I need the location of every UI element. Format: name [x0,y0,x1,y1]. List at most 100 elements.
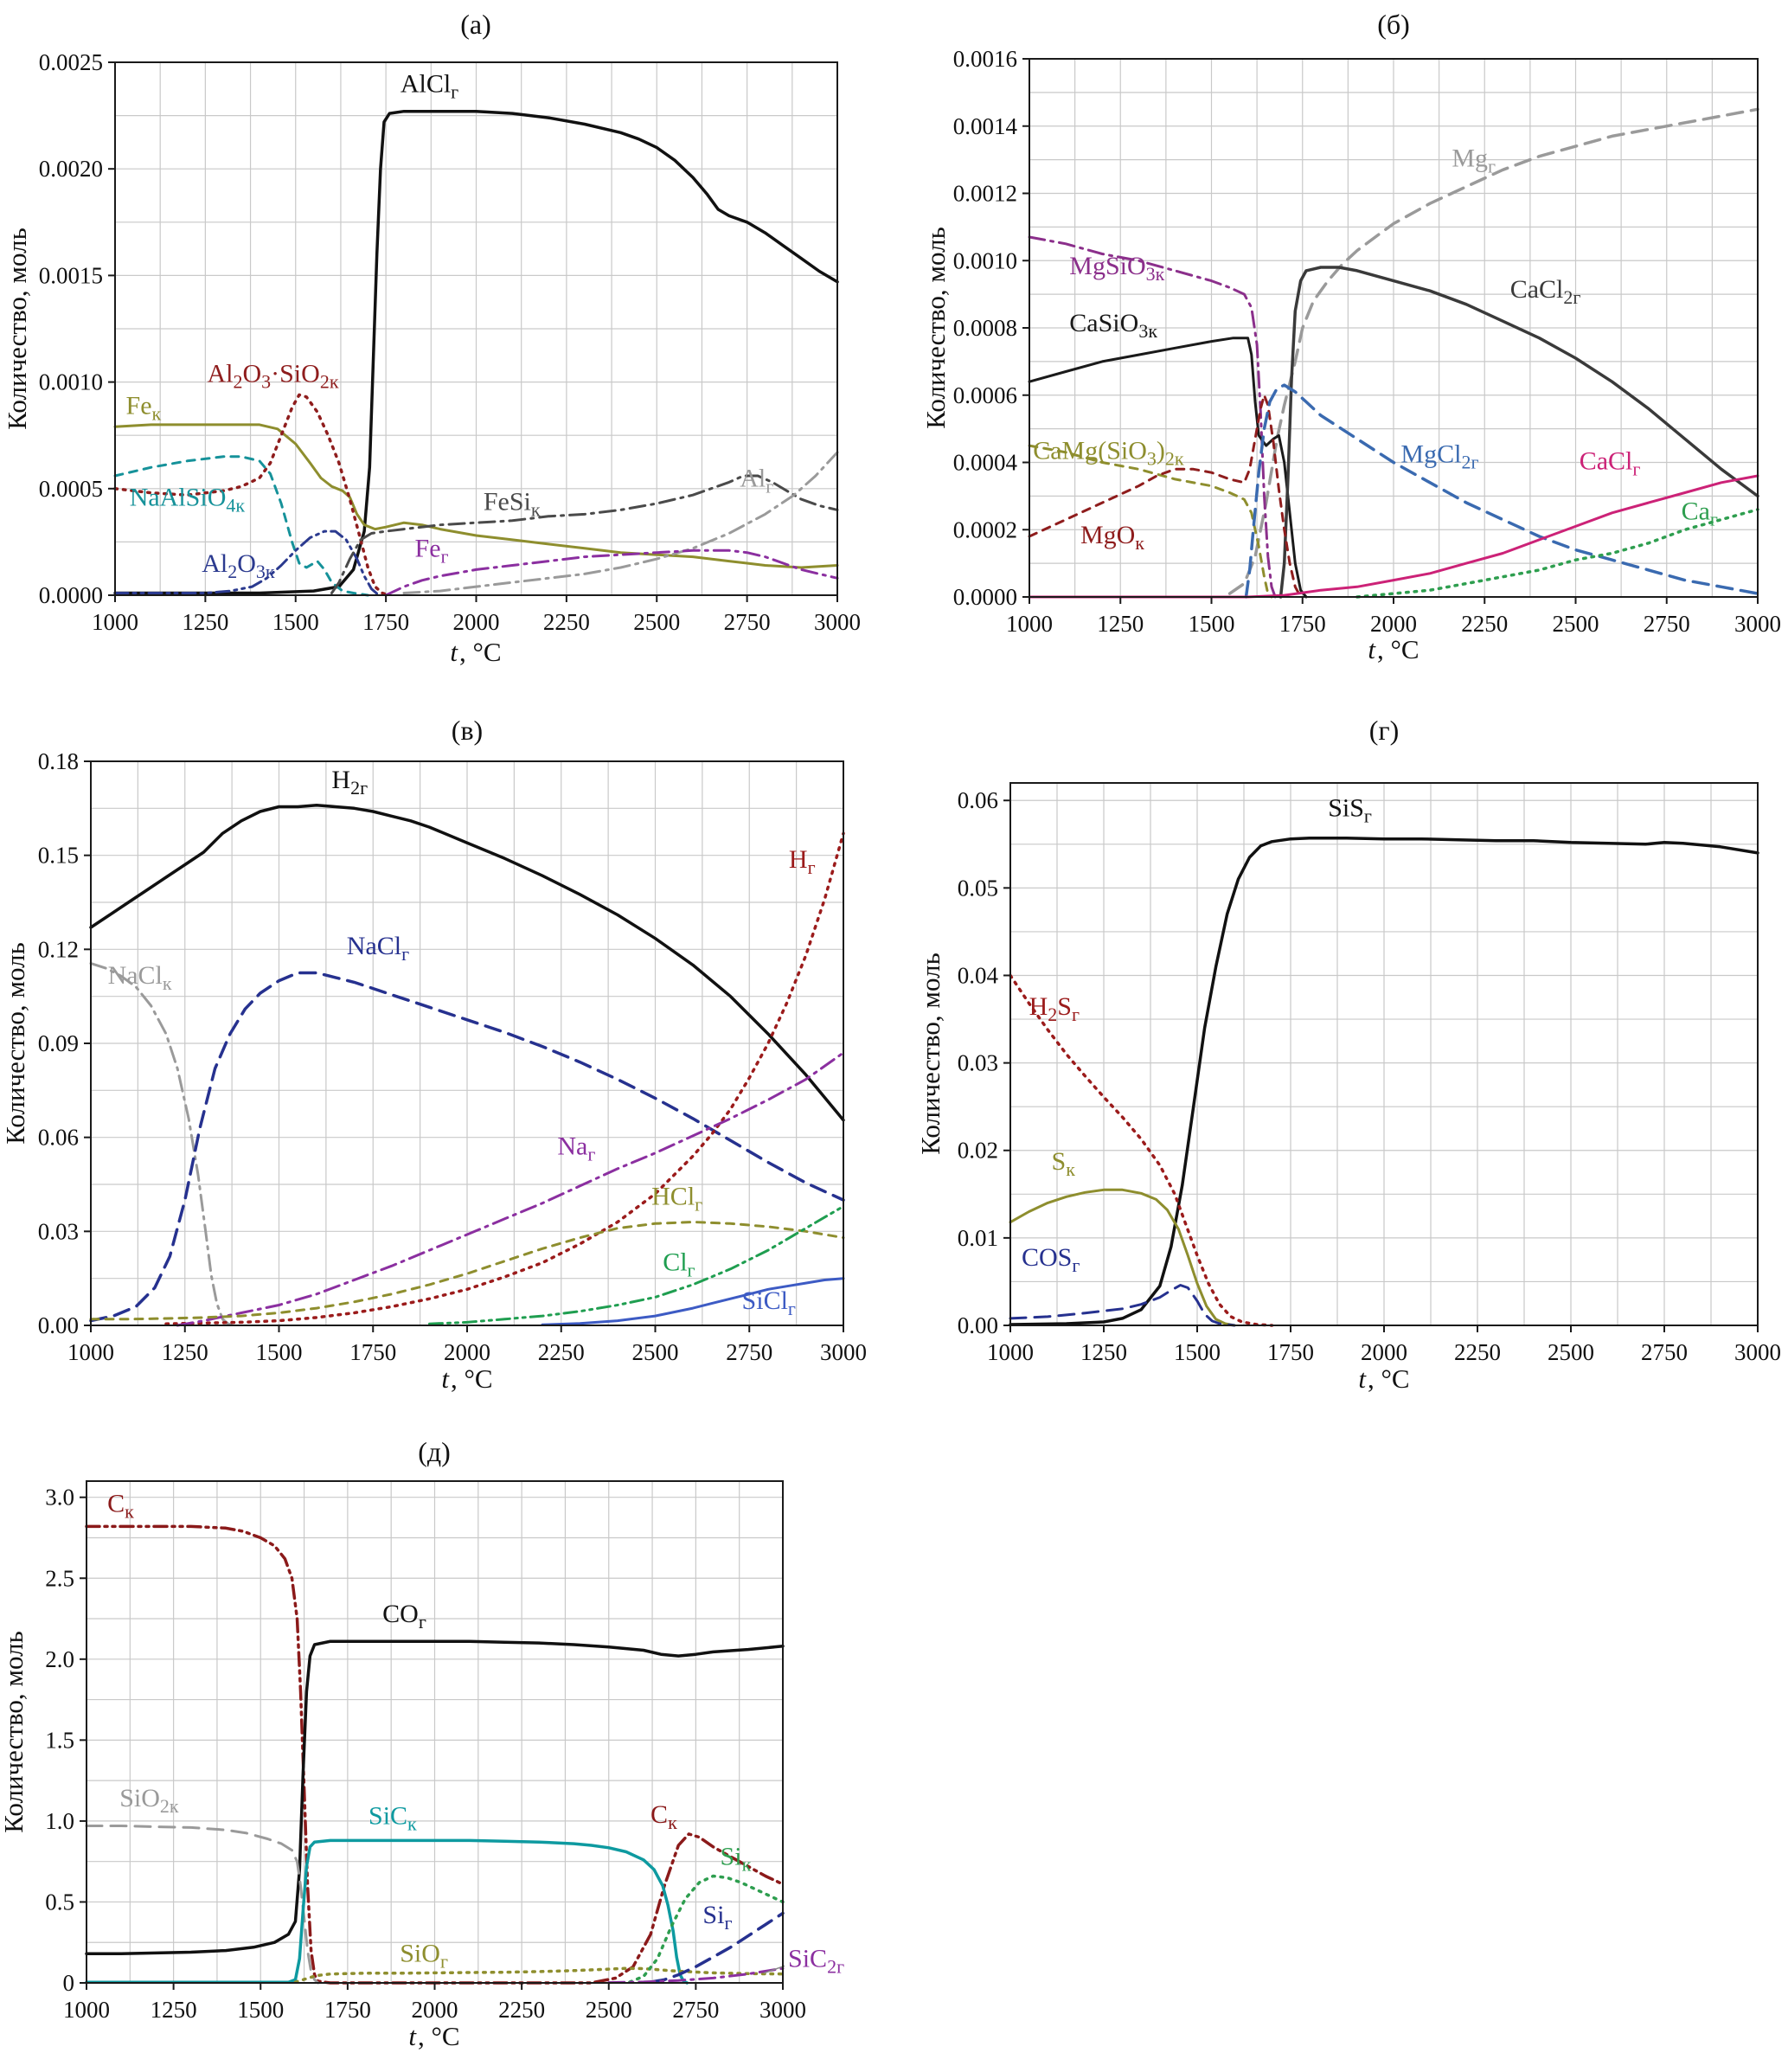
x-tick-label: 2500 [633,609,680,635]
panel-d-plot: 1000 1250 1500 1750 2000 2250 2500 2750 3000 0 0.5… [45,1480,844,2023]
series-h-g [164,831,845,1325]
grid [91,761,843,1325]
x-tick-label: 1750 [349,1339,396,1365]
series-label-na-g: Naг [557,1132,595,1165]
panel-g-xlabel: t, °C [1358,1363,1409,1395]
y-tick-label: 0 [63,1970,75,1996]
panel-b-plot: 1000 1250 1500 1750 2000 2250 2500 2750 3000 0.00… [953,46,1781,637]
x-tick-label: 1000 [1006,611,1053,637]
x-tick-label: 3000 [820,1339,867,1365]
x-tick-label: 1250 [1080,1339,1127,1365]
series-cacl2-g [1279,266,1759,599]
y-tick-label: 0.0014 [953,113,1018,139]
y-tick-label: 0.18 [38,748,79,774]
x-tick-label: 1500 [1174,1339,1221,1365]
x-tick-label: 1500 [256,1339,303,1365]
series-label-hcl-g: HClг [651,1183,702,1216]
y-tick-label: 0.04 [958,962,999,988]
y-tick-label: 0.0008 [953,315,1017,341]
grid [1029,59,1758,597]
axis-ticks [80,1496,784,1990]
series-label-c-k: Cк [107,1490,134,1523]
xlabel-units: , °C [1377,634,1420,664]
x-tick-label: 2750 [1641,1339,1688,1365]
y-tick-label: 3.0 [45,1485,74,1511]
x-tick-label: 2250 [498,1997,545,2023]
x-tick-label: 1000 [987,1339,1034,1365]
panel-v-title: (в) [451,715,484,746]
series-sic-k [85,1838,689,1985]
x-tick-label: 2750 [726,1339,772,1365]
y-tick-label: 0.03 [38,1218,79,1244]
series-si-g [649,1911,785,1984]
panel-d-xlabel: t, °C [408,2021,459,2052]
x-tick-label: 3000 [1734,611,1781,637]
series-label-co-g: COг [382,1600,426,1633]
y-tick-label: 0.00 [958,1312,998,1338]
series-label-sicl-g: SiClг [742,1286,796,1319]
axis-ticks [108,61,838,602]
xlabel-t: t [450,637,458,667]
y-tick-label: 0.0016 [953,46,1017,72]
series-label-si-k: Siк [721,1842,752,1875]
y-tick-label: 0.15 [38,843,79,869]
y-tick-label: 0.00 [38,1312,79,1338]
tick-labels: 1000 1250 1500 1750 2000 2250 2500 2750 3000 0.00… [39,49,861,635]
series-mg-g [1227,107,1759,595]
series-alcl-g [113,109,839,595]
series-label-h2-g: H2г [331,766,368,799]
series-label-camg-sio3-2k: CaMg(SiO3)2к [1033,437,1184,470]
series-na-g [176,1051,845,1327]
series-label-nacl-g: NaClг [347,932,409,965]
grid [115,62,837,595]
series-mgcl2-g [1244,383,1759,599]
series-si-k [628,1874,785,1984]
series-mgo-k [1028,394,1303,599]
series-nacl-k [89,962,235,1327]
series-label-mgsio3-k: MgSiO3к [1069,252,1164,285]
y-tick-label: 0.0006 [953,382,1017,408]
series-label-fe-k: Feк [126,392,162,425]
xlabel-t: t [1368,634,1376,664]
panel-b-xlabel: t, °C [1368,634,1419,665]
x-tick-label: 2750 [1644,611,1690,637]
series-label-mg-g: Mgг [1452,144,1496,176]
series-co-g [85,1639,785,1956]
xlabel-units: , °C [1368,1363,1410,1394]
x-tick-label: 1500 [1189,611,1235,637]
xlabel-units: , °C [451,1363,493,1394]
series-label-ca-g: Caг [1682,497,1718,530]
y-tick-label: 0.0002 [953,516,1017,542]
y-tick-label: 0.0015 [39,262,103,288]
x-tick-label: 1750 [362,609,409,635]
panel-a-plot: 1000 1250 1500 1750 2000 2250 2500 2750 3000 0.00… [39,49,861,635]
series-label-si-g: Siг [702,1901,732,1934]
series-c-k [85,1524,785,1985]
series-label-sis-g: SiSг [1328,793,1372,826]
panel-a-title: (а) [460,9,491,40]
x-tick-label: 2250 [543,609,590,635]
series-cacl-g [1028,474,1759,599]
series-label-h-g: Hг [789,845,816,878]
series-label-sic-k: SiCк [368,1802,417,1835]
xlabel-units: , °C [459,637,502,667]
x-tick-label: 2500 [1553,611,1599,637]
series-label-mgcl2-g: MgCl2г [1400,440,1478,473]
panel-b-title: (б) [1377,9,1410,40]
y-tick-label: 0.02 [958,1138,998,1164]
tick-labels: 1000 1250 1500 1750 2000 2250 2500 2750 3000 0.00… [38,748,867,1365]
y-tick-label: 0.0012 [953,181,1017,207]
panel-a-xlabel: t, °C [450,637,501,668]
series-sis-g [1009,836,1759,1326]
series-label-al2o3-sio2-k: Al2O3·SiO2к [207,360,338,393]
x-tick-label: 2000 [412,1997,458,2023]
x-tick-label: 2500 [1548,1339,1594,1365]
x-tick-label: 1250 [162,1339,208,1365]
series-label-sio-g: SiOг [400,1940,448,1973]
x-tick-label: 2750 [724,609,771,635]
x-tick-label: 3000 [759,1997,806,2023]
x-tick-label: 1750 [1267,1339,1314,1365]
y-tick-label: 0.06 [958,787,998,813]
y-tick-label: 0.01 [958,1225,998,1251]
